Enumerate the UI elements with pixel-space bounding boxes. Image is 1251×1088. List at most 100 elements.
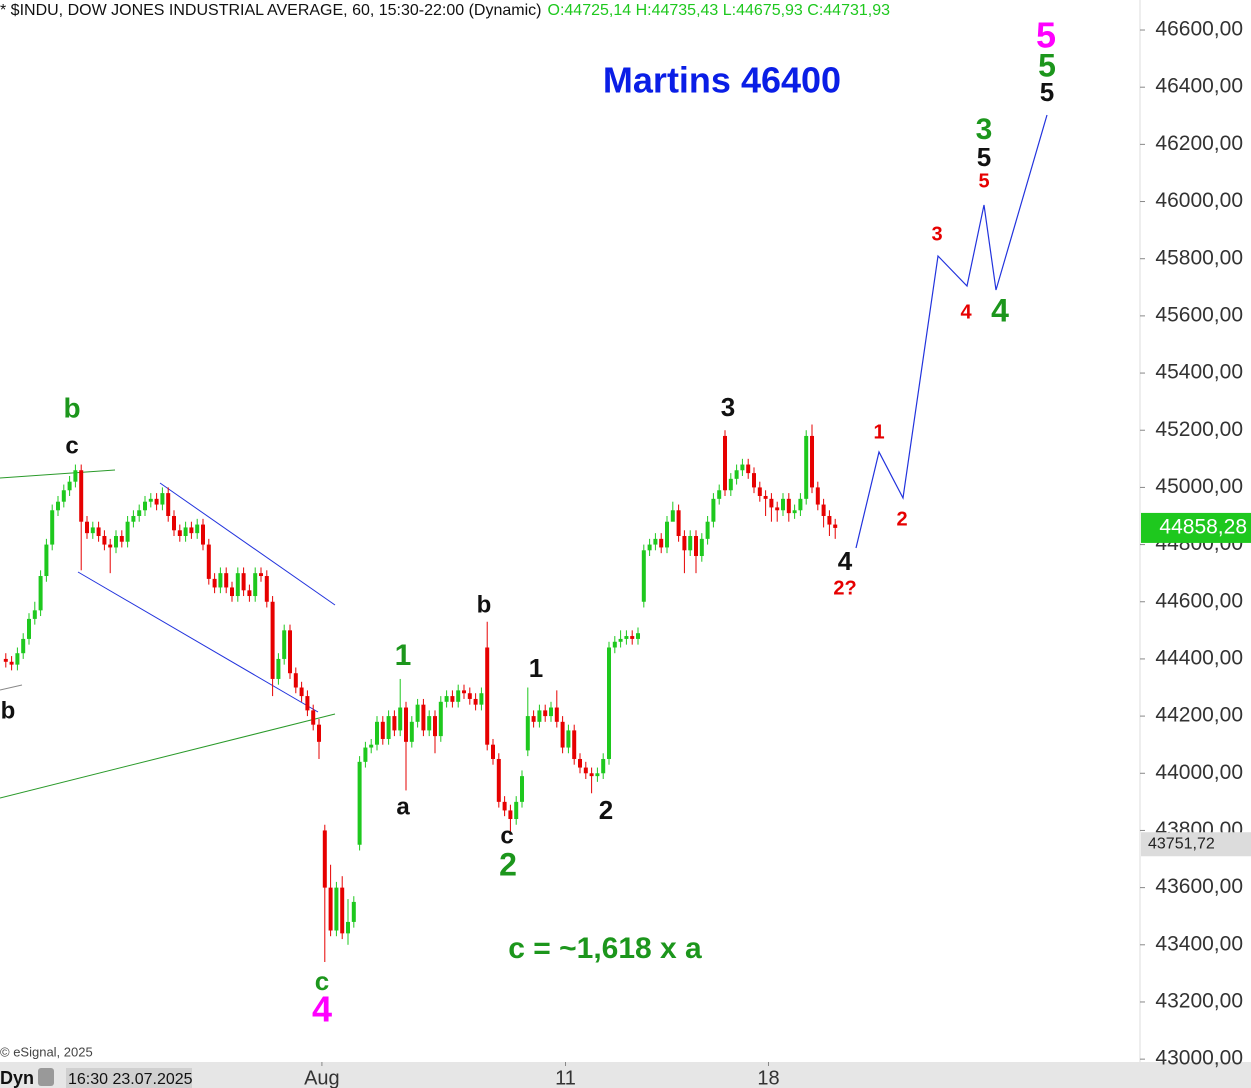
candle-body: [131, 515, 136, 522]
candle-body: [578, 758, 583, 768]
candle-body: [85, 521, 90, 534]
y-tick-label: 44200,00: [1155, 704, 1243, 727]
candle-body: [195, 524, 200, 534]
candle-body: [409, 721, 414, 742]
candle-body: [531, 716, 536, 722]
crosshair-price-box: [1141, 832, 1251, 857]
candle-body: [166, 493, 171, 516]
candle-body: [32, 610, 37, 619]
y-tick-label: 45600,00: [1155, 303, 1243, 326]
candle-body: [119, 536, 124, 542]
candle-body: [56, 501, 61, 511]
candle-body: [398, 707, 403, 731]
candles: [3, 424, 838, 962]
candle-body: [450, 696, 455, 702]
wave-label: c: [65, 432, 78, 459]
candle-body: [554, 707, 559, 722]
wave-label: b: [63, 392, 80, 423]
wave-label: Martins 46400: [603, 60, 841, 101]
candle-body: [351, 901, 356, 922]
candle-body: [444, 696, 449, 702]
candle-body: [670, 510, 675, 522]
y-tick-label: 46600,00: [1155, 18, 1243, 41]
y-tick-label: 43400,00: [1155, 932, 1243, 955]
y-tick-label: 45200,00: [1155, 418, 1243, 441]
y-tick-label: 46200,00: [1155, 132, 1243, 155]
wave-label: 3: [721, 392, 735, 422]
channel-line: [159, 482, 336, 606]
last-price-box: [1141, 512, 1251, 543]
candle-body: [757, 487, 762, 496]
candle-body: [96, 527, 101, 537]
candle-body: [491, 744, 496, 759]
candle-body: [694, 536, 699, 557]
crosshair-price: 43751,72: [1148, 835, 1215, 852]
candle-body: [79, 470, 84, 522]
candle-body: [775, 507, 780, 511]
chart-title: * $INDU, DOW JONES INDUSTRIAL AVERAGE, 6…: [0, 2, 890, 19]
time-axis-strip: [0, 1062, 1251, 1088]
y-tick-label: 44000,00: [1155, 761, 1243, 784]
wave-label: 5: [1038, 47, 1056, 83]
candle-body: [508, 810, 513, 820]
candle-body: [415, 704, 420, 722]
wave-label: c: [500, 822, 513, 849]
candle-body: [27, 618, 32, 639]
candle-body: [566, 730, 571, 748]
candle-body: [641, 550, 646, 602]
candle-body: [827, 515, 832, 525]
candle-body: [253, 573, 258, 597]
candle-body: [537, 710, 542, 722]
candle-body: [9, 661, 14, 665]
candle-body: [438, 701, 443, 737]
candle-body: [607, 647, 612, 759]
candle-body: [44, 544, 49, 577]
candle-body: [804, 435, 809, 499]
candle-body: [404, 707, 409, 742]
candle-body: [659, 538, 664, 548]
candle-body: [160, 493, 165, 505]
candle-body: [682, 536, 687, 551]
wave-label: a: [396, 793, 410, 820]
candle-body: [311, 710, 316, 725]
trendline: [0, 684, 23, 691]
candle-body: [102, 536, 107, 545]
candle-body: [595, 773, 600, 777]
x-tick-label: Aug: [304, 1067, 340, 1088]
wave-label: 4: [838, 546, 853, 576]
candle-body: [543, 710, 548, 717]
y-tick-label: 45400,00: [1155, 361, 1243, 384]
candle-body: [821, 504, 826, 516]
candle-body: [90, 527, 95, 534]
y-tick-label: 45800,00: [1155, 246, 1243, 269]
candle-body: [815, 487, 820, 505]
candle-body: [114, 536, 119, 548]
crosshair-date-box: [66, 1068, 192, 1088]
candle-body: [421, 704, 426, 731]
y-tick-label: 46000,00: [1155, 189, 1243, 212]
candle-body: [705, 521, 710, 539]
candle-body: [189, 527, 194, 534]
candle-body: [456, 690, 461, 702]
wave-label: 1: [395, 639, 412, 672]
candle-body: [375, 721, 380, 745]
candle-body: [392, 716, 397, 731]
trendline: [0, 713, 336, 799]
lock-icon[interactable]: [38, 1068, 54, 1086]
y-tick-label: 43000,00: [1155, 1047, 1243, 1070]
y-tick-label: 46400,00: [1155, 75, 1243, 98]
candle-body: [612, 641, 617, 648]
candle-body: [201, 524, 206, 545]
candle-body: [711, 498, 716, 522]
candle-body: [624, 636, 629, 639]
candle-body: [340, 887, 345, 934]
candle-body: [833, 524, 838, 528]
candle-body: [21, 638, 26, 654]
candle-body: [752, 473, 757, 488]
candle-body: [618, 638, 623, 642]
candle-body: [357, 761, 362, 845]
wave-label: b: [1, 697, 16, 724]
y-tick-label: 44400,00: [1155, 646, 1243, 669]
mode-label: Dyn: [0, 1068, 34, 1088]
